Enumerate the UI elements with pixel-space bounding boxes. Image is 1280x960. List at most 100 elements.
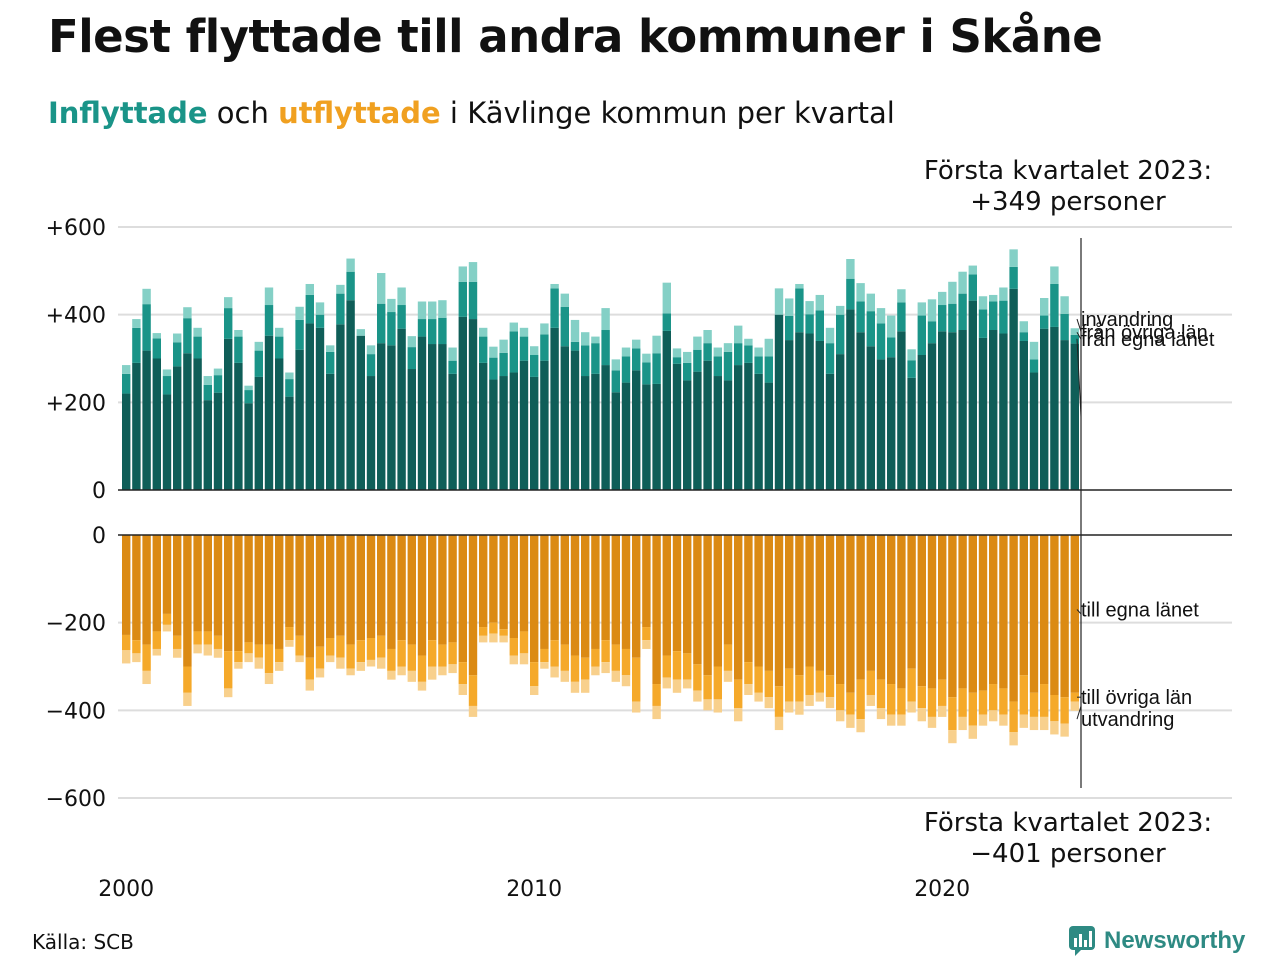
bar-in-2	[876, 323, 886, 360]
bar-out-3	[805, 694, 814, 706]
bar-out-3	[1029, 716, 1039, 731]
bar-in-2	[938, 305, 947, 332]
bar-in-2	[632, 348, 641, 371]
bar-out-3	[989, 710, 998, 722]
bar-out-1	[754, 535, 763, 667]
brand[interactable]: Newsworthy	[1068, 924, 1245, 958]
bar-in-3	[754, 347, 763, 357]
bar-out-1	[632, 535, 641, 658]
bar-in-2	[264, 305, 274, 336]
callout-inflyttade: Första kvartalet 2023: +349 personer	[900, 156, 1236, 218]
callout-bottom-line1: Första kvartalet 2023:	[923, 808, 1213, 838]
bar-out-1	[795, 535, 804, 676]
bar-in-2	[397, 305, 406, 329]
bar-out-1	[489, 535, 498, 623]
bar-out-3	[458, 684, 467, 695]
bar-in-3	[907, 349, 916, 361]
bar-in-1	[468, 319, 478, 490]
bar-in-1	[132, 362, 141, 490]
bar-out-2	[152, 631, 161, 649]
bar-out-2	[1019, 675, 1028, 715]
bar-out-1	[244, 535, 253, 643]
bar-in-1	[591, 373, 600, 490]
bar-out-3	[326, 655, 335, 663]
bar-out-3	[978, 714, 988, 726]
bar-in-1	[611, 392, 620, 490]
bar-in-3	[254, 341, 263, 351]
bar-in-2	[203, 384, 212, 401]
bar-in-3	[581, 332, 590, 346]
bar-out-1	[693, 535, 702, 665]
bar-out-3	[173, 648, 182, 658]
bar-out-1	[836, 535, 845, 685]
bar-in-1	[795, 332, 804, 490]
bar-in-2	[213, 375, 223, 393]
bar-in-2	[499, 352, 508, 377]
bar-out-3	[264, 673, 274, 685]
bar-in-3	[876, 308, 886, 324]
bar-in-1	[224, 338, 233, 490]
bar-out-1	[448, 535, 457, 643]
bar-in-2	[1019, 332, 1028, 341]
bar-in-1	[203, 400, 212, 490]
bar-out-2	[173, 635, 182, 649]
bar-out-1	[662, 535, 671, 656]
bar-in-2	[999, 300, 1008, 334]
callout-top-line2: +349 personer	[970, 187, 1166, 217]
bar-in-1	[836, 354, 845, 490]
bar-in-2	[519, 336, 529, 361]
bar-out-2	[805, 666, 814, 695]
bar-out-3	[795, 701, 804, 715]
bar-out-2	[846, 692, 855, 715]
bar-in-1	[407, 369, 416, 490]
bar-out-2	[968, 692, 977, 726]
bar-out-1	[550, 535, 559, 641]
bar-in-3	[642, 353, 651, 363]
bar-out-3	[540, 662, 549, 669]
bar-out-1	[499, 535, 508, 630]
bar-out-3	[683, 679, 692, 689]
bar-out-2	[366, 638, 376, 660]
bar-in-3	[295, 306, 304, 320]
bar-in-1	[723, 380, 733, 490]
bar-out-1	[744, 535, 753, 663]
bar-in-3	[244, 385, 253, 391]
y-tick-label: +200	[46, 391, 106, 416]
bar-in-3	[132, 319, 141, 328]
bar-out-2	[550, 640, 559, 667]
bar-in-1	[856, 332, 865, 490]
bar-in-3	[122, 365, 131, 374]
bar-in-2	[162, 376, 172, 395]
bar-in-2	[173, 342, 182, 367]
bar-out-3	[601, 662, 610, 674]
bar-out-2	[1009, 701, 1018, 733]
bar-in-1	[958, 330, 967, 490]
series-label: från egna länet	[1081, 329, 1215, 351]
label-leader	[1076, 706, 1082, 720]
bar-out-2	[336, 635, 345, 658]
bar-in-2	[764, 356, 773, 383]
bar-in-2	[989, 301, 998, 331]
bar-out-2	[275, 648, 284, 663]
bar-out-3	[397, 666, 406, 676]
bar-out-3	[632, 701, 641, 713]
bar-out-3	[866, 694, 875, 706]
bar-in-3	[897, 289, 906, 303]
bar-out-2	[836, 684, 845, 711]
bar-in-3	[530, 346, 539, 355]
bar-in-1	[917, 354, 926, 490]
bar-out-2	[774, 686, 784, 717]
bar-out-1	[173, 535, 182, 636]
bar-in-2	[601, 330, 610, 366]
bar-in-3	[825, 327, 835, 344]
bar-out-3	[152, 648, 161, 656]
bar-in-2	[1070, 334, 1079, 344]
bar-out-3	[754, 692, 763, 702]
bar-out-1	[601, 535, 610, 641]
bar-out-3	[499, 635, 508, 643]
bar-in-2	[224, 308, 233, 339]
bar-in-3	[693, 336, 702, 350]
bar-out-3	[132, 653, 141, 663]
bar-in-2	[713, 356, 722, 377]
bar-out-3	[1060, 723, 1069, 737]
